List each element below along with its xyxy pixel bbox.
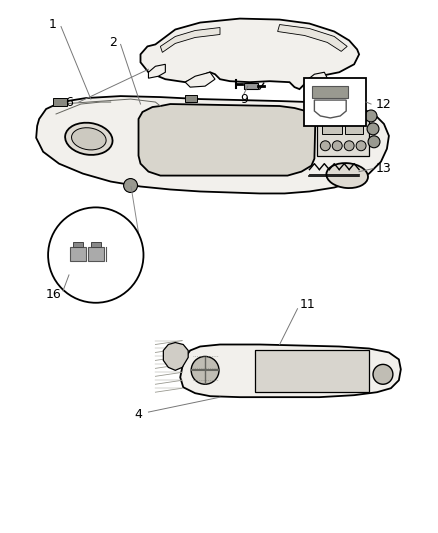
Bar [73, 242, 83, 247]
Circle shape [368, 136, 380, 148]
Text: 2: 2 [109, 36, 117, 49]
Circle shape [356, 141, 366, 151]
Circle shape [332, 141, 342, 151]
Bar [345, 124, 363, 134]
Bar [304, 78, 366, 126]
Circle shape [320, 141, 330, 151]
Bar [91, 242, 101, 247]
Polygon shape [185, 72, 215, 87]
Polygon shape [160, 28, 220, 52]
Bar [70, 247, 86, 261]
Bar [312, 86, 348, 98]
Bar [185, 95, 197, 102]
Bar [244, 83, 258, 89]
Ellipse shape [65, 123, 113, 155]
Bar [322, 124, 342, 134]
Text: 1: 1 [49, 18, 57, 31]
Text: 11: 11 [300, 298, 315, 311]
Ellipse shape [326, 163, 368, 188]
Circle shape [344, 141, 354, 151]
Bar [53, 98, 67, 106]
Polygon shape [304, 72, 327, 85]
Bar [88, 247, 104, 261]
Polygon shape [138, 104, 315, 175]
Text: 12: 12 [376, 98, 392, 110]
Circle shape [48, 207, 144, 303]
Bar [255, 351, 369, 392]
Polygon shape [163, 343, 188, 370]
Polygon shape [36, 96, 389, 193]
Circle shape [191, 357, 219, 384]
Polygon shape [180, 344, 401, 397]
Bar [318, 120, 369, 156]
Polygon shape [141, 19, 359, 89]
Text: 6: 6 [65, 95, 73, 109]
Ellipse shape [71, 128, 106, 150]
Polygon shape [148, 64, 165, 78]
Circle shape [367, 123, 379, 135]
Polygon shape [278, 25, 347, 51]
Text: 4: 4 [134, 408, 142, 421]
Text: 9: 9 [240, 93, 248, 106]
Circle shape [365, 110, 377, 122]
Text: 13: 13 [376, 162, 392, 175]
Circle shape [373, 365, 393, 384]
Circle shape [124, 179, 138, 192]
Text: 16: 16 [45, 288, 61, 301]
